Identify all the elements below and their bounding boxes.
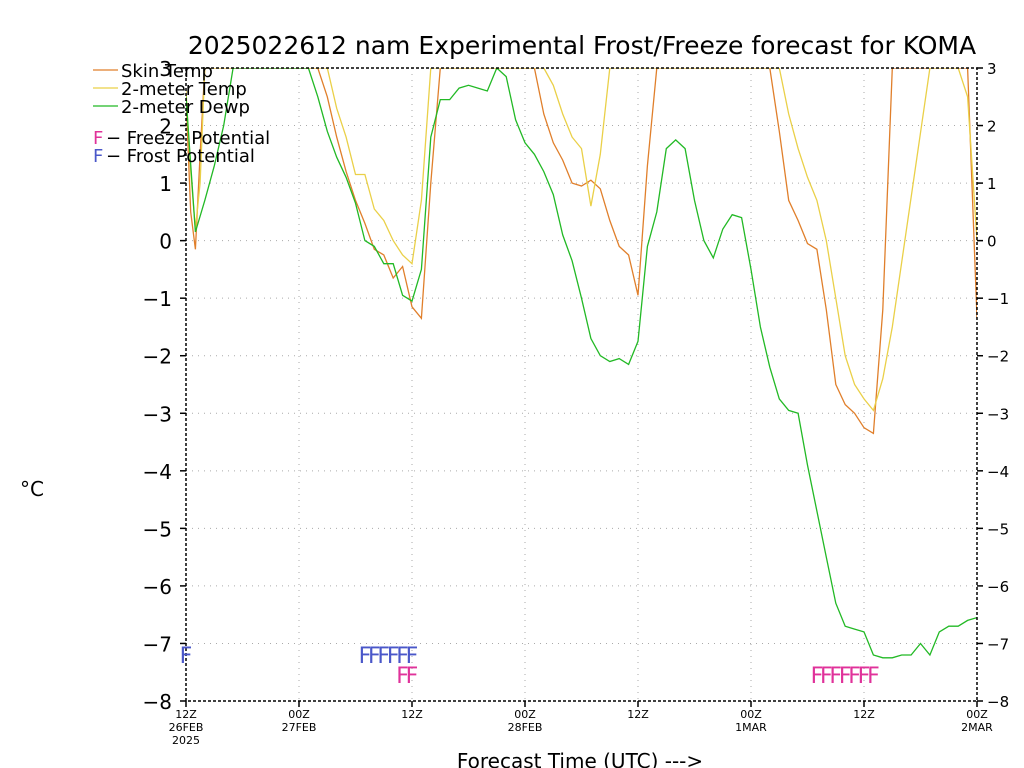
y-tick-label: 1 <box>159 172 172 196</box>
y-tick-label: −6 <box>143 575 172 599</box>
legend-label: 2-meter Temp <box>121 79 247 100</box>
legend-marker-symbol: F <box>93 146 103 167</box>
y-tick-label-right: −3 <box>987 405 1009 423</box>
y-tick-label: −4 <box>143 460 172 484</box>
x-tick-date: 28FEB <box>508 721 543 734</box>
legend-label: Skin Temp <box>121 61 213 82</box>
series-line-skin-temp <box>186 68 977 435</box>
y-tick-label-right: 2 <box>987 118 997 136</box>
y-tick-label-right: −6 <box>987 578 1009 596</box>
x-tick-label: 12Z <box>175 708 197 721</box>
legend-marker-label: − Frost Potential <box>106 146 255 167</box>
x-tick-year: 2025 <box>172 734 200 747</box>
y-tick-label-right: 1 <box>987 175 997 193</box>
x-tick-label: 12Z <box>627 708 649 721</box>
freeze-marker: F <box>829 664 842 689</box>
x-tick-label: 00Z <box>514 708 536 721</box>
y-tick-label: −8 <box>143 690 172 714</box>
x-tick-date: 27FEB <box>282 721 317 734</box>
freeze-marker: F <box>839 664 852 689</box>
frost-marker: F <box>387 644 400 669</box>
x-tick-date: 1MAR <box>735 721 767 734</box>
y-tick-label: 3 <box>159 57 172 81</box>
frost-marker: F <box>368 644 381 669</box>
x-tick-label: 12Z <box>853 708 875 721</box>
gridlines <box>186 68 977 701</box>
legend-label: 2-meter Dewp <box>121 97 250 118</box>
x-tick-label: 00Z <box>966 708 988 721</box>
y-tick-label-right: −7 <box>987 635 1009 653</box>
y-axis-label: °C <box>20 477 44 501</box>
y-tick-label: −5 <box>143 517 172 541</box>
freeze-marker: F <box>867 664 880 689</box>
y-tick-label: −7 <box>143 632 172 656</box>
x-tick-label: 12Z <box>401 708 423 721</box>
y-tick-label-right: −1 <box>987 290 1009 308</box>
x-tick-label: 00Z <box>740 708 762 721</box>
series-lines <box>186 68 977 659</box>
y-tick-label-right: 0 <box>987 233 997 251</box>
freeze-marker: F <box>811 664 824 689</box>
frost-marker: F <box>359 644 372 669</box>
y-axis: −8 −8 −7 −7 −6 −6 −5 −5 −4 −4 −3 −3 −2 −2 −1 −1 0 0 1 1 2 2 3 3 <box>143 57 1010 714</box>
freeze-marker: F <box>396 664 409 689</box>
y-tick-label: −3 <box>143 402 172 426</box>
y-tick-label: −1 <box>143 287 172 311</box>
x-tick-label: 00Z <box>288 708 310 721</box>
freeze-marker: F <box>406 664 419 689</box>
x-tick-date: 26FEB <box>169 721 204 734</box>
series-line-2-meter-temp <box>186 68 977 412</box>
x-axis-label: Forecast Time (UTC) ---> <box>457 749 703 768</box>
x-tick-date: 2MAR <box>961 721 993 734</box>
y-tick-label-right: −4 <box>987 463 1009 481</box>
frost-marker: F <box>180 644 193 669</box>
legend-marker-label: − Freeze Potential <box>106 128 270 149</box>
y-tick-label-right: 3 <box>987 60 997 78</box>
y-tick-label: 2 <box>159 115 172 139</box>
freeze-marker: F <box>858 664 871 689</box>
y-tick-label-right: −2 <box>987 348 1009 366</box>
y-tick-label: 0 <box>159 230 172 254</box>
plot-frame <box>185 67 978 702</box>
freeze-marker: F <box>848 664 861 689</box>
y-tick-label: −2 <box>143 345 172 369</box>
y-tick-label-right: −8 <box>987 693 1009 711</box>
frost-marker: F <box>377 644 390 669</box>
y-tick-label-right: −5 <box>987 520 1009 538</box>
frost-marker: F <box>406 644 419 669</box>
freeze-marker: F <box>820 664 833 689</box>
series-line-2-meter-dewp <box>186 68 977 659</box>
legend-marker-symbol: F <box>93 128 103 149</box>
chart-title: 2025022612 nam Experimental Frost/Freeze… <box>188 31 976 60</box>
frost-marker: F <box>396 644 409 669</box>
